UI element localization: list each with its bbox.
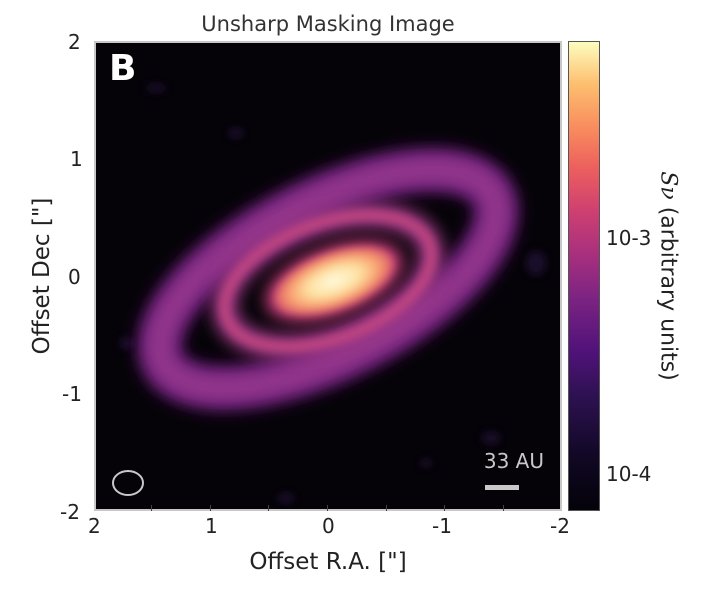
panel-letter: B (109, 48, 137, 89)
disk-image (96, 43, 560, 509)
scale-bar (485, 485, 519, 490)
x-tick-label: -1 (432, 514, 452, 538)
y-tick-label: -1 (62, 382, 82, 406)
colorbar (568, 41, 600, 511)
x-tick-label: 0 (322, 514, 335, 538)
x-tick-mark (503, 505, 504, 511)
x-tick-label: -2 (550, 514, 570, 538)
x-tick-mark (444, 505, 445, 511)
x-tick-mark (327, 505, 328, 511)
y-tick-label: 2 (68, 30, 81, 54)
colorbar-symbol: Sν (655, 171, 681, 200)
x-tick-mark (151, 505, 152, 511)
x-axis-label: Offset R.A. ["] (249, 549, 407, 575)
colorbar-label-text: (arbitrary units) (655, 206, 681, 381)
x-tick-label: 1 (205, 514, 218, 538)
colorbar-tick-label: 10-4 (606, 462, 652, 486)
x-tick-mark (386, 505, 387, 511)
y-axis-label: Offset Dec ["] (29, 197, 55, 355)
colorbar-tick-label: 10-3 (606, 226, 652, 250)
y-tick-label: 0 (68, 265, 81, 289)
image-panel: B 33 AU (94, 41, 562, 511)
x-tick-mark (210, 505, 211, 511)
image-title: Unsharp Masking Image (201, 12, 455, 36)
beam-ellipse (112, 470, 144, 496)
x-tick-label: 2 (88, 514, 101, 538)
colorbar-label: Sν (arbitrary units) (656, 171, 681, 381)
scale-bar-label: 33 AU (483, 449, 544, 473)
y-tick-label: -2 (60, 500, 80, 524)
y-tick-label: 1 (70, 147, 83, 171)
x-tick-mark (268, 505, 269, 511)
